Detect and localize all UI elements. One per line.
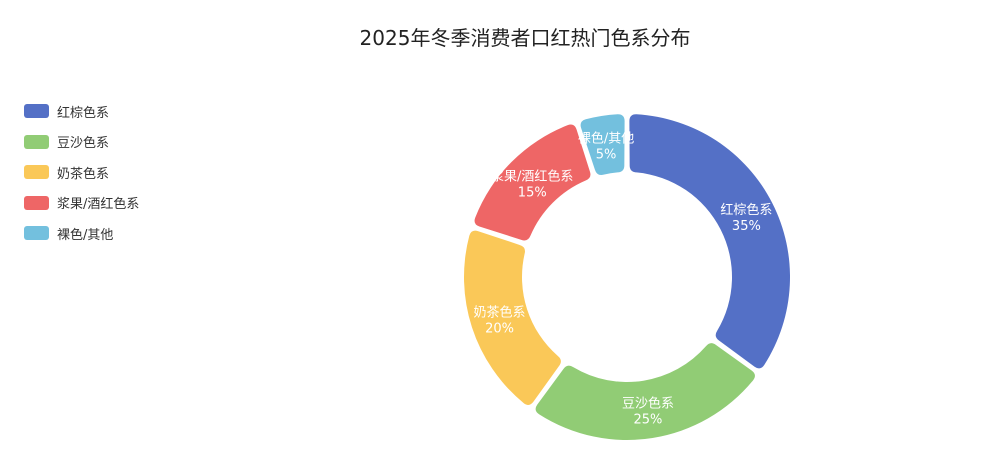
slice-percent-label: 35% xyxy=(732,219,761,234)
slice-name-label: 裸色/其他 xyxy=(578,131,634,147)
legend-swatch xyxy=(24,134,49,149)
legend-label: 奶茶色系 xyxy=(57,166,110,182)
slice-percent-label: 20% xyxy=(485,321,514,336)
legend-item[interactable]: 裸色/其他 xyxy=(24,218,139,249)
slice-name-label: 奶茶色系 xyxy=(474,304,526,320)
donut-slice[interactable] xyxy=(629,114,791,369)
legend-item[interactable]: 浆果/酒红色系 xyxy=(24,188,139,219)
slice-percent-label: 15% xyxy=(518,185,547,200)
slice-name-label: 豆沙色系 xyxy=(622,395,674,411)
legend-label: 豆沙色系 xyxy=(57,136,110,152)
legend-swatch xyxy=(24,165,49,180)
legend-label: 裸色/其他 xyxy=(57,227,114,243)
legend-label: 红棕色系 xyxy=(57,105,110,121)
legend-item[interactable]: 奶茶色系 xyxy=(24,157,139,188)
chart-title: 2025年冬季消费者口红热门色系分布 xyxy=(359,26,691,50)
slice-percent-label: 5% xyxy=(596,148,617,163)
legend-swatch xyxy=(24,195,49,210)
donut-slice[interactable] xyxy=(464,230,561,405)
legend: 红棕色系 豆沙色系 奶茶色系 浆果/酒红色系 裸色/其他 xyxy=(24,96,139,249)
slice-name-label: 浆果/酒红色系 xyxy=(491,168,573,184)
slice-name-label: 红棕色系 xyxy=(720,202,772,218)
donut-slice[interactable] xyxy=(580,114,625,175)
legend-item[interactable]: 红棕色系 xyxy=(24,96,139,127)
legend-swatch xyxy=(24,104,49,119)
legend-swatch xyxy=(24,226,49,241)
donut-slice[interactable] xyxy=(474,124,591,241)
slice-percent-label: 25% xyxy=(634,412,663,427)
legend-label: 浆果/酒红色系 xyxy=(57,197,140,213)
legend-item[interactable]: 豆沙色系 xyxy=(24,127,139,158)
donut-slice[interactable] xyxy=(535,343,755,441)
